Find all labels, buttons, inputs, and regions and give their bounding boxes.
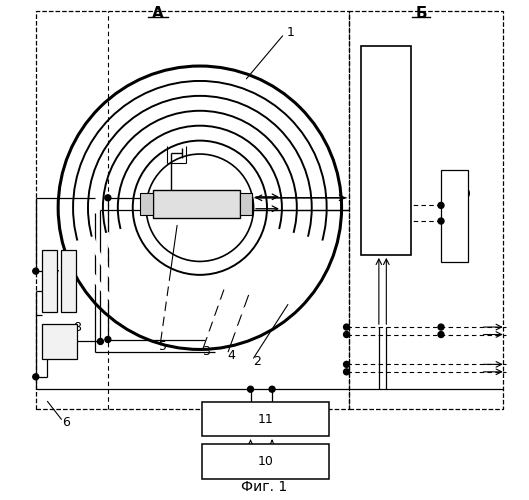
Circle shape [105, 195, 111, 201]
Bar [36, 12, 349, 409]
Text: 9: 9 [462, 188, 470, 201]
Circle shape [438, 202, 444, 208]
Circle shape [343, 362, 350, 368]
Circle shape [343, 324, 350, 330]
Circle shape [438, 324, 444, 330]
Circle shape [33, 374, 39, 380]
Bar [441, 170, 468, 262]
Circle shape [97, 338, 103, 344]
Text: 1: 1 [287, 26, 295, 38]
Text: А: А [152, 6, 163, 22]
Bar [42, 324, 77, 360]
Text: Фиг. 1: Фиг. 1 [241, 480, 288, 494]
Text: 7: 7 [52, 270, 60, 282]
Bar [349, 12, 503, 409]
Text: 3: 3 [203, 346, 210, 358]
Circle shape [438, 332, 444, 338]
Circle shape [343, 332, 350, 338]
Text: Б: Б [415, 6, 427, 22]
Circle shape [33, 268, 39, 274]
Text: 11: 11 [258, 412, 273, 426]
Bar [361, 46, 411, 255]
Bar [203, 402, 329, 436]
Circle shape [343, 369, 350, 375]
Bar [240, 193, 252, 215]
Text: 4: 4 [227, 350, 235, 362]
Circle shape [248, 386, 253, 392]
Text: 2: 2 [253, 356, 261, 368]
Text: 5: 5 [159, 340, 167, 353]
Circle shape [105, 336, 111, 342]
Circle shape [438, 218, 444, 224]
Bar [42, 250, 57, 312]
Bar [140, 193, 153, 215]
Bar [153, 190, 240, 218]
Circle shape [269, 386, 275, 392]
Bar [61, 250, 76, 312]
Bar [203, 444, 329, 478]
Text: 10: 10 [258, 455, 273, 468]
Text: 6: 6 [62, 416, 70, 429]
Text: 8: 8 [74, 320, 81, 334]
